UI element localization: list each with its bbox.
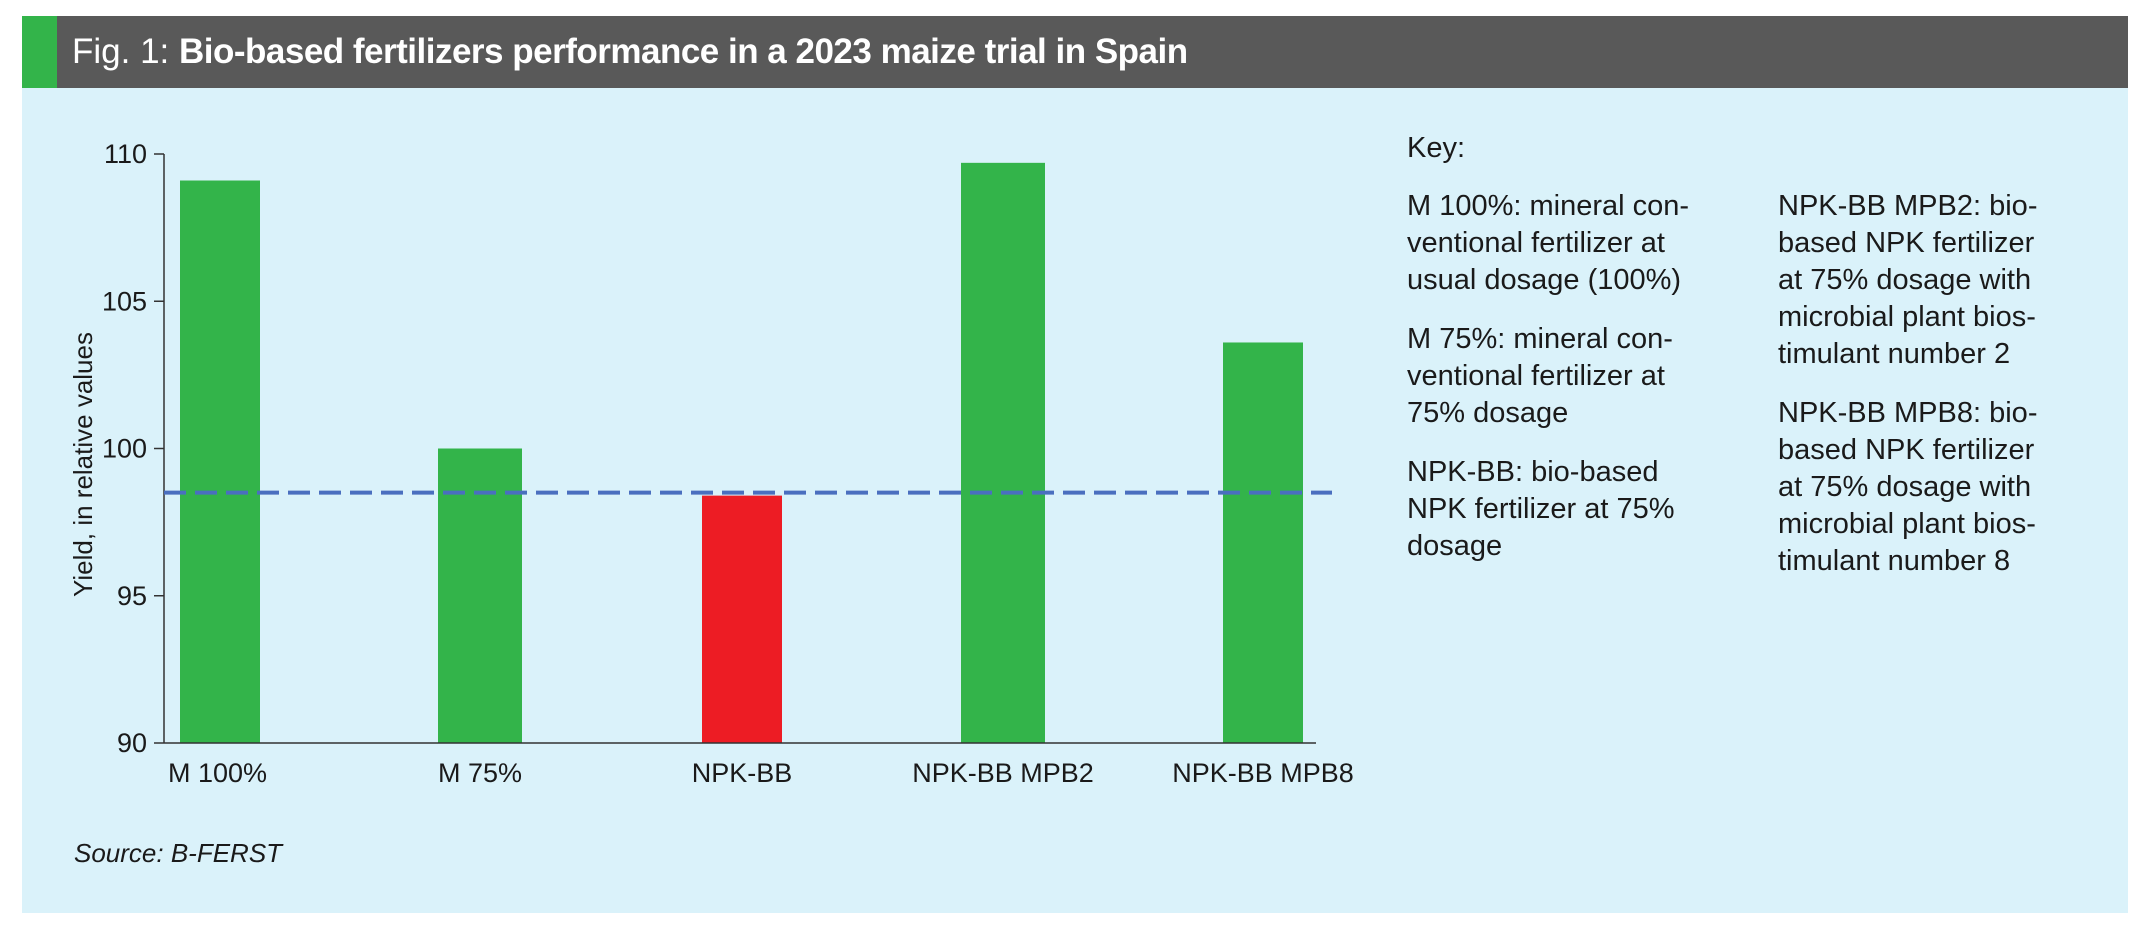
- key-column-2: NPK-BB MPB2: bio- based NPK fertilizer a…: [1778, 188, 2108, 602]
- source-note: Source: B-FERST: [74, 838, 283, 868]
- x-tick-label: NPK-BB MPB2: [912, 758, 1094, 788]
- key-entry-m100: M 100%: mineral con- ventional fertilize…: [1407, 190, 1690, 296]
- y-tick-label: 100: [102, 434, 147, 464]
- y-axis-title: Yield, in relative values: [68, 332, 98, 597]
- y-tick-label: 90: [117, 728, 147, 758]
- bar-npk-bb-mpb8: [1223, 342, 1303, 743]
- x-tick-label: NPK-BB: [692, 758, 793, 788]
- key-entry-m75: M 75%: mineral con- ventional fertilizer…: [1407, 323, 1673, 429]
- bar-npk-bb: [702, 495, 782, 743]
- bar-m-100: [180, 180, 260, 743]
- x-tick-label: M 100%: [168, 758, 267, 788]
- x-tick-label: NPK-BB MPB8: [1172, 758, 1354, 788]
- bar-chart: 90 95 100 105 110 M 100% M 75% NPK-BB NPK-BB MP…: [68, 139, 1354, 788]
- y-axis-ticks: 90 95 100 105 110: [102, 139, 164, 758]
- header-accent-bar: [22, 16, 57, 88]
- bar-npk-bb-mpb2: [961, 162, 1045, 743]
- key-entry-npk-bb-mpb8: NPK-BB MPB8: bio- based NPK fertilizer a…: [1778, 397, 2038, 577]
- bar-m-75: [438, 448, 522, 743]
- key-entry-npk-bb: NPK-BB: bio-based NPK fertilizer at 75% …: [1407, 456, 1675, 562]
- figure-header: Fig. 1: Bio-based fertilizers performanc…: [22, 16, 2128, 88]
- y-tick-label: 95: [117, 581, 147, 611]
- y-tick-label: 110: [104, 139, 147, 169]
- x-tick-label: M 75%: [438, 758, 522, 788]
- key-title: Key:: [1407, 132, 1466, 164]
- bars-group: [180, 162, 1303, 743]
- x-axis-labels: M 100% M 75% NPK-BB NPK-BB MPB2 NPK-BB MPB8: [168, 758, 1354, 788]
- y-tick-label: 105: [102, 286, 147, 316]
- figure-title: Fig. 1: Bio-based fertilizers performanc…: [72, 16, 1188, 88]
- key-entry-npk-bb-mpb2: NPK-BB MPB2: bio- based NPK fertilizer a…: [1778, 190, 2038, 370]
- figure-panel: Fig. 1: Bio-based fertilizers performanc…: [22, 16, 2128, 913]
- figure-number: Fig. 1:: [72, 32, 179, 71]
- key-column-1: M 100%: mineral con- ventional fertilize…: [1407, 188, 1737, 587]
- figure-title-text: Bio-based fertilizers performance in a 2…: [178, 32, 1188, 71]
